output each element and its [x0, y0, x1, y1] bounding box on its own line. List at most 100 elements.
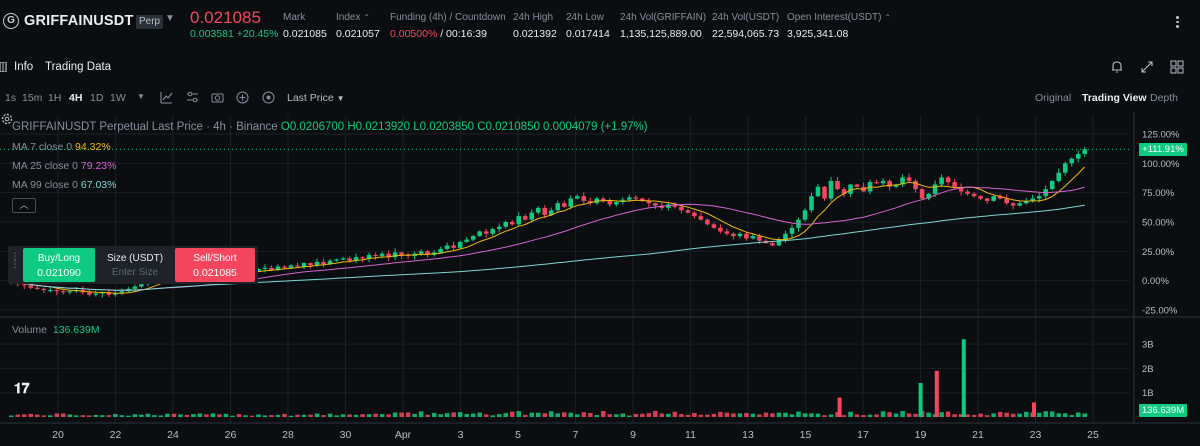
- tab-trading-data[interactable]: Trading Data: [45, 61, 112, 73]
- tab-info[interactable]: Info: [14, 61, 34, 73]
- timeframe-dropdown-icon[interactable]: ▼: [137, 92, 145, 101]
- volume-bar: [347, 414, 352, 417]
- candle-body: [887, 180, 892, 187]
- volume-bar: [1010, 413, 1016, 417]
- volume-bar: [399, 412, 404, 417]
- stat-value: 0.021085: [283, 28, 327, 40]
- volume-bar: [412, 413, 417, 417]
- more-options-icon[interactable]: [1176, 16, 1180, 30]
- chart-settings-icon[interactable]: [186, 91, 199, 104]
- candle-body: [61, 291, 66, 293]
- gear-icon[interactable]: [0, 112, 14, 126]
- candle-body: [477, 231, 482, 237]
- tradingview-logo[interactable]: 𝟏𝟕: [14, 380, 30, 396]
- alert-bell-icon[interactable]: [1110, 60, 1124, 74]
- volume-bar: [939, 412, 944, 417]
- time-axis-label: 9: [630, 429, 636, 441]
- stat-label: 24h Vol(GRIFFAIN): [620, 12, 707, 23]
- time-axis-label: 26: [225, 429, 237, 441]
- volume-bar: [145, 413, 151, 417]
- volume-bar: [835, 412, 840, 417]
- volume-bar: [197, 413, 203, 417]
- view-trading-view[interactable]: Trading View: [1082, 92, 1147, 104]
- candle-body: [770, 243, 775, 246]
- sidebar-toggle-icon[interactable]: [0, 62, 8, 72]
- volume-bar: [490, 415, 495, 417]
- volume-bar: [61, 413, 66, 417]
- price-change-pct: +20.45%: [236, 28, 279, 40]
- time-axis-label: 13: [742, 429, 754, 441]
- volume-bar: [555, 413, 561, 417]
- volume-bar: [470, 413, 476, 417]
- timeframe-1d[interactable]: 1D: [90, 92, 104, 104]
- volume-bar: [366, 414, 372, 417]
- volume-bar: [191, 414, 196, 417]
- candle-body: [314, 261, 320, 266]
- volume-bar: [952, 414, 957, 417]
- volume-bar: [763, 412, 769, 417]
- volume-bar: [854, 414, 860, 417]
- candle-body: [308, 263, 313, 266]
- stat-value: 1,135,125,889.00: [620, 28, 702, 40]
- candle-body: [666, 204, 671, 208]
- candle-body: [731, 233, 736, 237]
- indicators-icon[interactable]: [160, 91, 173, 104]
- view-original[interactable]: Original: [1035, 92, 1072, 104]
- volume-bar: [646, 413, 652, 417]
- price-axis-label: 75.00%: [1142, 188, 1175, 199]
- volume-bar: [900, 411, 905, 417]
- view-depth[interactable]: Depth: [1150, 92, 1179, 104]
- collapse-legend-icon[interactable]: ︿: [12, 198, 36, 213]
- volume-bar: [282, 413, 287, 417]
- time-axis-label: 21: [972, 429, 984, 441]
- candle-body: [828, 180, 834, 199]
- volume-bar: [210, 413, 216, 417]
- target-icon[interactable]: [262, 91, 275, 104]
- candle-body: [334, 259, 339, 261]
- candle-body: [1056, 172, 1061, 181]
- volume-legend: Volume 136.639M: [12, 324, 100, 336]
- symbol-name[interactable]: GRIFFAINUSDT: [24, 13, 134, 29]
- time-axis-label: 11: [685, 429, 696, 441]
- timeframe-15m[interactable]: 15m: [22, 92, 43, 104]
- volume-bar: [997, 411, 1003, 417]
- candle-body: [607, 200, 613, 205]
- time-axis-label: 28: [282, 429, 294, 441]
- volume-bar: [314, 413, 320, 417]
- volume-bar: [21, 414, 27, 417]
- token-logo: G: [3, 13, 19, 29]
- volume-bar: [672, 411, 678, 417]
- camera-icon[interactable]: [211, 91, 224, 104]
- add-circle-icon[interactable]: [236, 91, 249, 104]
- volume-bar: [692, 412, 697, 417]
- volume-bar: [503, 413, 508, 417]
- sell-short-button[interactable]: Sell/Short 0.021085: [175, 248, 255, 282]
- timeframe-1w[interactable]: 1W: [110, 92, 126, 104]
- volume-bar: [1043, 411, 1048, 417]
- buy-long-button[interactable]: Buy/Long 0.021090: [23, 248, 95, 282]
- volume-bar: [373, 413, 378, 417]
- time-axis-label: 19: [915, 429, 927, 441]
- volume-bar: [861, 415, 866, 417]
- layout-grid-icon[interactable]: [1170, 60, 1184, 74]
- timeframe-1s[interactable]: 1s: [5, 92, 17, 104]
- symbol-dropdown-icon[interactable]: ▼: [165, 13, 175, 24]
- candle-body: [997, 196, 1003, 199]
- volume-bar: [41, 415, 47, 417]
- price-chart[interactable]: 20 22 24 26 28 30 Apr 3 5 7 9 11 13 15 17 19 21 23 25 125.0…: [0, 112, 1200, 446]
- quick-order-widget: ⋮ ⋮ Buy/Long 0.021090 Size (USDT) Enter S…: [8, 246, 258, 284]
- volume-bar: [444, 413, 450, 417]
- volume-bar: [80, 415, 86, 417]
- timeframe-4h[interactable]: 4H: [69, 92, 83, 104]
- volume-bar: [568, 412, 574, 417]
- volume-bar: [418, 411, 424, 417]
- drag-handle-icon[interactable]: ⋮ ⋮: [10, 251, 20, 269]
- size-input[interactable]: Size (USDT) Enter Size: [98, 248, 172, 282]
- stat-label: Index ⌃: [336, 12, 370, 23]
- fullscreen-icon[interactable]: [1140, 60, 1154, 74]
- timeframe-1h[interactable]: 1H: [48, 92, 62, 104]
- volume-bar: [659, 413, 665, 417]
- stat-24h-vol-usdt: 24h Vol(USDT) 22,594,065.73: [712, 12, 779, 40]
- volume-bar: [217, 414, 222, 417]
- price-source-select[interactable]: Last Price ▼: [287, 92, 345, 104]
